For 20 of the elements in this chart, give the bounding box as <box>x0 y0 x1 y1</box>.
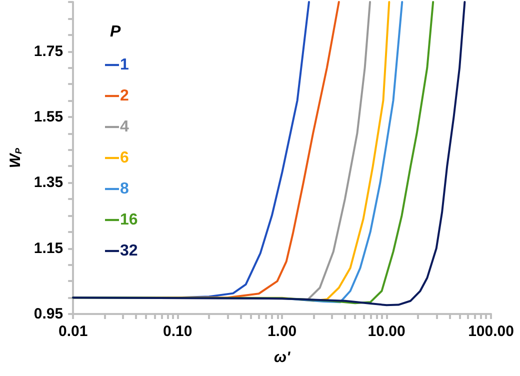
legend-label: 8 <box>120 180 129 198</box>
x-tick-label: 10.00 <box>368 323 406 340</box>
y-axis-title: WP <box>7 146 24 168</box>
y-tick-label: 1.55 <box>34 108 64 126</box>
y-tick-label: 1.75 <box>34 42 64 60</box>
x-tick-label: 0.10 <box>162 323 192 340</box>
y-tick-label: 1.15 <box>34 240 64 257</box>
x-tick-label: 100.00 <box>468 323 514 340</box>
legend-title: P <box>110 24 121 40</box>
legend-label: 4 <box>120 118 129 136</box>
legend-label: 1 <box>120 56 129 74</box>
legend-label: 6 <box>120 150 129 166</box>
x-tick-label: 0.01 <box>58 323 88 340</box>
legend-label: 32 <box>120 242 138 260</box>
legend-label: 2 <box>120 88 129 104</box>
x-axis-title: ω' <box>274 349 291 366</box>
x-tick-label: 1.00 <box>267 323 297 340</box>
legend-label: 16 <box>120 212 138 228</box>
y-tick-label: 1.35 <box>34 174 64 192</box>
y-tick-label: 0.95 <box>34 306 64 322</box>
